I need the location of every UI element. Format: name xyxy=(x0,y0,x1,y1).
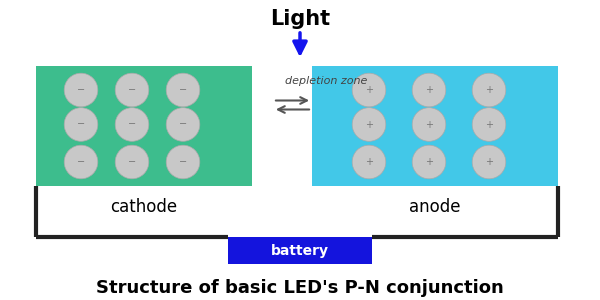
Text: −: − xyxy=(179,85,187,95)
Text: −: − xyxy=(179,119,187,130)
Text: Structure of basic LED's P-N conjunction: Structure of basic LED's P-N conjunction xyxy=(96,279,504,297)
Ellipse shape xyxy=(166,145,200,179)
Text: +: + xyxy=(425,119,433,130)
Text: +: + xyxy=(485,157,493,167)
Ellipse shape xyxy=(64,108,98,141)
Ellipse shape xyxy=(166,108,200,141)
Ellipse shape xyxy=(352,145,386,179)
Text: −: − xyxy=(77,157,85,167)
Text: +: + xyxy=(365,157,373,167)
Ellipse shape xyxy=(115,108,149,141)
Ellipse shape xyxy=(412,73,446,107)
Text: +: + xyxy=(365,119,373,130)
Ellipse shape xyxy=(472,145,506,179)
Bar xyxy=(312,66,558,186)
Ellipse shape xyxy=(472,108,506,141)
Ellipse shape xyxy=(64,145,98,179)
Text: −: − xyxy=(179,157,187,167)
Text: −: − xyxy=(128,85,136,95)
Text: −: − xyxy=(128,157,136,167)
Text: +: + xyxy=(425,85,433,95)
Ellipse shape xyxy=(412,145,446,179)
Text: +: + xyxy=(485,85,493,95)
Ellipse shape xyxy=(166,73,200,107)
Ellipse shape xyxy=(115,73,149,107)
Text: depletion zone: depletion zone xyxy=(285,76,367,86)
Text: +: + xyxy=(485,119,493,130)
Text: Light: Light xyxy=(270,9,330,29)
Text: −: − xyxy=(77,85,85,95)
Ellipse shape xyxy=(352,73,386,107)
Bar xyxy=(36,66,252,186)
Ellipse shape xyxy=(64,73,98,107)
Text: −: − xyxy=(128,119,136,130)
Ellipse shape xyxy=(352,108,386,141)
Text: +: + xyxy=(425,157,433,167)
Ellipse shape xyxy=(115,145,149,179)
Text: cathode: cathode xyxy=(110,198,178,216)
Ellipse shape xyxy=(412,108,446,141)
Bar xyxy=(228,237,372,264)
Text: anode: anode xyxy=(409,198,461,216)
Text: battery: battery xyxy=(271,244,329,257)
Ellipse shape xyxy=(472,73,506,107)
Text: +: + xyxy=(365,85,373,95)
Text: −: − xyxy=(77,119,85,130)
